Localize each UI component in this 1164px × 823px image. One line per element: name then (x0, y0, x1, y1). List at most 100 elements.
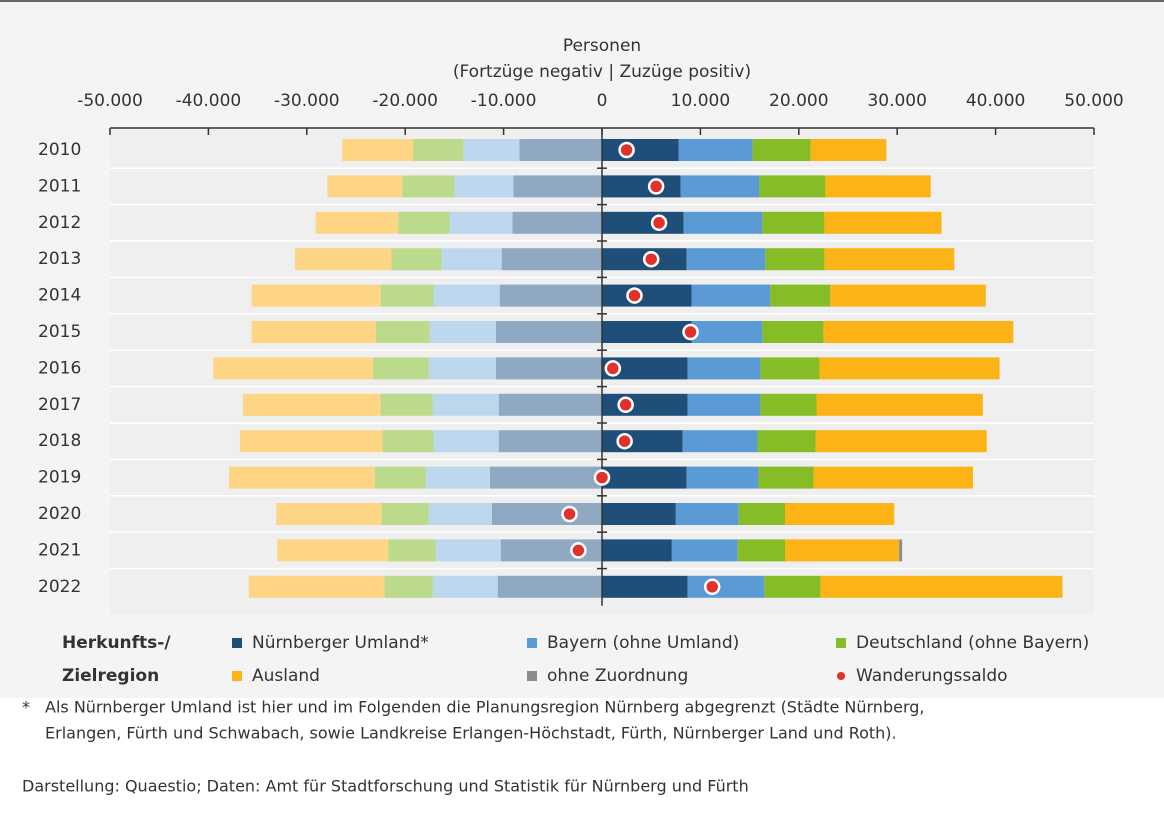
bar-segment (686, 248, 766, 271)
bar-segment (825, 175, 931, 198)
bar-segment (495, 321, 602, 343)
bar-segment (327, 175, 403, 198)
bar-segment (251, 321, 376, 343)
legend-label: Ausland (252, 666, 320, 686)
bar-segment (213, 357, 373, 380)
bar-segment (815, 430, 987, 453)
bar-segment (602, 430, 683, 453)
chart-subtitle: (Fortzüge negativ | Zuzüge positiv) (453, 62, 751, 82)
bar-segment (251, 284, 381, 307)
balance-dot (617, 396, 634, 414)
y-tick-label: 2021 (38, 540, 81, 560)
bar-segment (602, 393, 688, 416)
x-tick-label: -50.000 (77, 91, 143, 111)
bar-segment (819, 357, 1000, 380)
bar-segment (428, 357, 496, 380)
y-tick-label: 2019 (38, 468, 81, 488)
bar-segment (454, 175, 514, 198)
y-tick-label: 2011 (38, 176, 81, 196)
bar-segment (372, 357, 429, 380)
bar-segment (686, 466, 759, 489)
bar-segment (381, 503, 429, 525)
bar-segment (512, 211, 602, 234)
x-tick-label: -10.000 (471, 91, 537, 111)
bar-segment (758, 466, 814, 489)
bar-segment (823, 321, 1014, 343)
legend-swatch (527, 671, 537, 681)
bar-segment (810, 139, 887, 161)
bar-segment (489, 466, 602, 489)
bar-segment (449, 211, 513, 234)
bar-segment (762, 211, 825, 234)
x-tick-label: 0 (597, 91, 608, 111)
bar-segment (429, 321, 496, 343)
top-border (0, 0, 1164, 2)
legend-label: Bayern (ohne Umland) (547, 633, 739, 653)
bar-segment (785, 539, 900, 562)
legend-swatch (232, 638, 242, 648)
bar-segment (413, 139, 464, 161)
balance-dot (647, 178, 665, 195)
bar-segment (824, 211, 942, 234)
bar-segment (785, 503, 895, 525)
bar-segment (242, 393, 381, 416)
bar-segment (682, 430, 758, 453)
x-tick-label: 20.000 (769, 91, 828, 111)
bar-segment (500, 539, 602, 562)
footnote: Erlangen, Fürth und Schwabach, sowie Lan… (45, 724, 897, 743)
x-tick-label: 50.000 (1064, 91, 1123, 111)
bar-segment (380, 284, 434, 307)
y-tick-label: 2022 (38, 577, 81, 597)
bar-segment (602, 466, 687, 489)
bar-segment (687, 357, 761, 380)
bar-segment (602, 139, 679, 161)
balance-dot (593, 469, 611, 486)
balance-dot (618, 141, 635, 159)
bar-segment (498, 393, 602, 416)
bar-segment (737, 539, 786, 562)
bar-segment (816, 393, 983, 416)
y-tick-label: 2012 (38, 213, 81, 233)
bar-segment (602, 175, 681, 198)
bar-segment (760, 393, 817, 416)
bar-segment (691, 284, 771, 307)
bar-segment (738, 503, 786, 525)
legend-label: Deutschland (ohne Bayern) (856, 633, 1089, 653)
bar-segment (382, 430, 434, 453)
bar-segment (830, 284, 986, 307)
legend-label: Nürnberger Umland* (252, 633, 429, 653)
bar-segment (384, 575, 433, 598)
x-tick-label: -30.000 (274, 91, 340, 111)
bar-segment (757, 430, 816, 453)
y-tick-label: 2020 (38, 504, 81, 524)
y-tick-label: 2010 (38, 140, 81, 160)
bar-segment (276, 503, 382, 525)
bar-segment (899, 539, 903, 562)
y-tick-label: 2014 (38, 286, 81, 306)
bar-segment (380, 393, 433, 416)
bar-segment (691, 321, 763, 343)
bar-segment (441, 248, 502, 271)
bar-segment (342, 139, 414, 161)
bar-segment (294, 248, 392, 271)
bar-segment (432, 575, 498, 598)
bar-segment (495, 357, 602, 380)
balance-dot (703, 578, 721, 596)
balance-dot (650, 214, 668, 232)
bar-segment (432, 393, 499, 416)
bar-segment (428, 503, 492, 525)
x-tick-label: -40.000 (176, 91, 242, 111)
bar-segment (433, 430, 499, 453)
bar-segment (435, 539, 501, 562)
balance-dot (604, 360, 622, 377)
balance-dot (570, 542, 587, 559)
balance-dot (682, 323, 699, 341)
bar-segment (248, 575, 385, 598)
legend-swatch (836, 638, 846, 648)
bar-segment (388, 539, 436, 562)
balance-dot (626, 287, 643, 304)
bar-segment (229, 466, 375, 489)
bar-segment (277, 539, 389, 562)
y-tick-label: 2017 (38, 395, 81, 415)
bar-segment (391, 248, 442, 271)
